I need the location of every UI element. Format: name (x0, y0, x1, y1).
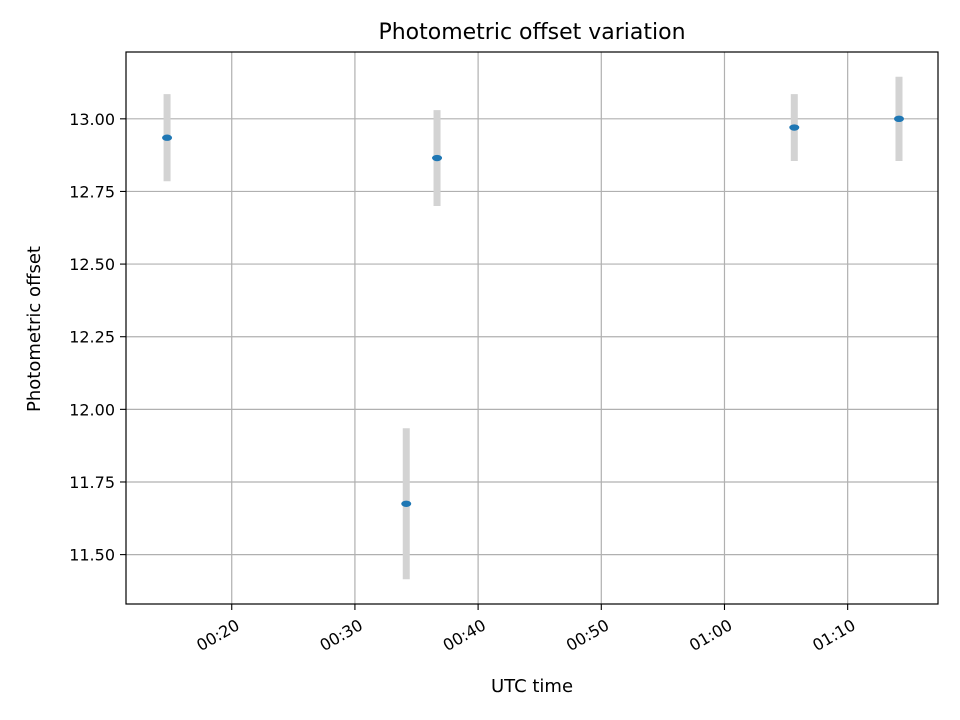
chart-title: Photometric offset variation (378, 20, 685, 45)
y-tick-label: 11.50 (69, 546, 115, 565)
y-tick-label: 11.75 (69, 473, 115, 492)
x-tick-label: 00:50 (563, 615, 612, 655)
data-point (162, 134, 173, 141)
data-point (432, 154, 443, 162)
data-point (401, 500, 412, 507)
x-tick-label: 00:30 (316, 615, 365, 655)
x-tick-label: 01:00 (686, 615, 735, 655)
data-point (789, 124, 800, 131)
x-tick-label: 00:40 (440, 615, 489, 655)
y-tick-label: 12.75 (69, 182, 115, 201)
x-axis-label: UTC time (491, 676, 573, 697)
plot-frame (125, 51, 939, 605)
data-points (162, 115, 904, 507)
y-tick-label: 12.25 (69, 328, 115, 347)
x-tick-label: 01:10 (809, 615, 858, 655)
y-tick-label: 13.00 (69, 110, 115, 129)
y-tick-label: 12.50 (69, 255, 115, 274)
x-tick-label: 00:20 (193, 615, 242, 655)
grid (126, 52, 938, 604)
y-tick-label: 12.00 (69, 400, 115, 419)
error-bars (163, 76, 903, 580)
y-axis-label: Photometric offset (24, 246, 45, 412)
data-point (893, 115, 904, 123)
